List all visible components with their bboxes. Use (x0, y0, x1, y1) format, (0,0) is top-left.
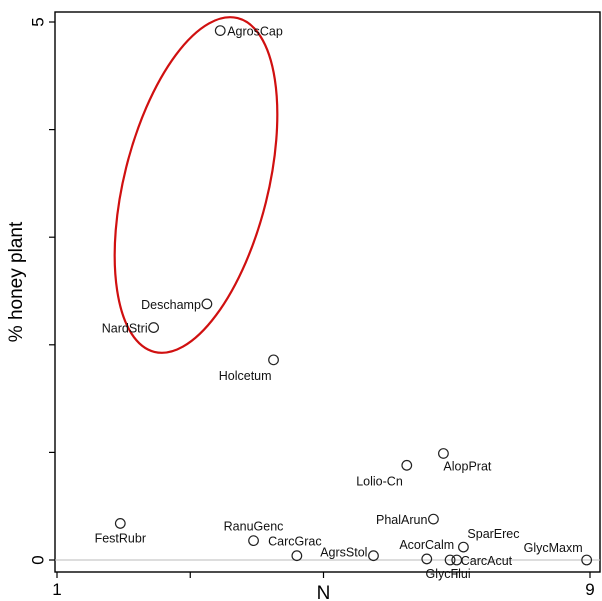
point-glycmaxm (581, 554, 593, 566)
point-ranugenc (248, 535, 259, 547)
point-glycflui (444, 554, 456, 566)
y-axis-title: % honey plant (6, 221, 27, 342)
point-label: GlycFlui (426, 567, 471, 581)
point-carcacut (451, 554, 463, 566)
point-alopprat (438, 448, 449, 459)
point-holcetum (268, 354, 279, 366)
axes: 0 5 1 9 N % honey plant (6, 11, 601, 601)
point-label: CarcGrac (268, 535, 321, 549)
point-labels: AgrosCap Deschamp NardStri Holcetum AlopPrat… (95, 25, 583, 581)
point-agroscap (214, 25, 226, 37)
point-label: AgrsStol (320, 546, 367, 560)
point-carcgrac (291, 550, 303, 562)
point-acorcalm (421, 553, 433, 565)
point-label: Deschamp (141, 298, 201, 312)
point-label: SparErec (467, 527, 519, 541)
point-label: RanuGenc (224, 520, 284, 534)
point-label: NardStri (102, 322, 148, 336)
x-axis-title: N (317, 583, 331, 601)
point-label: Lolio-Cn (356, 474, 403, 488)
point-label: AcorCalm (399, 538, 454, 552)
point-nardstri (148, 322, 160, 333)
y-tick-label: 0 (28, 555, 47, 564)
x-tick-label: 9 (585, 580, 594, 599)
y-tick-label: 5 (28, 17, 47, 26)
point-lolio-cn (401, 459, 413, 471)
point-label: AgrosCap (227, 25, 283, 39)
highlight-ellipse (113, 16, 279, 354)
annotations (113, 16, 279, 354)
plot-frame (54, 11, 601, 573)
data-points (114, 25, 593, 566)
point-phalarun (428, 513, 439, 525)
point-label: Holcetum (219, 369, 272, 383)
point-label: GlycMaxm (524, 541, 583, 555)
x-tick-label: 1 (52, 580, 61, 599)
point-sparerec (458, 541, 469, 553)
point-label: AlopPrat (443, 459, 491, 473)
point-label: CarcAcut (461, 554, 513, 568)
point-label: FestRubr (95, 531, 146, 545)
point-festrubr (114, 518, 126, 529)
point-label: PhalArun (376, 513, 427, 527)
point-agrsstol (368, 550, 379, 562)
point-deschamp (201, 298, 213, 310)
